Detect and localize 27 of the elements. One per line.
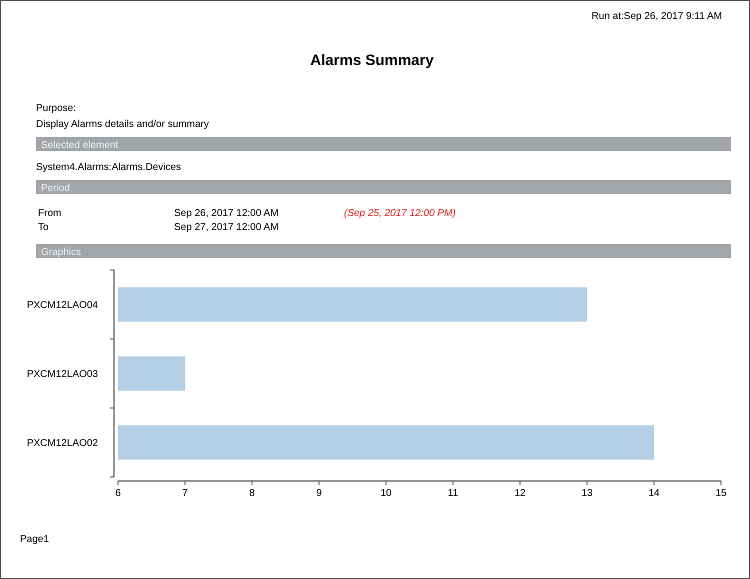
y-tick-label: PXCM12LAO03 [26, 369, 98, 380]
text: (Sep 25, 2017 12:00 PM) [344, 208, 456, 219]
x-tick-label: 15 [715, 488, 727, 499]
text: From [38, 208, 62, 219]
text: Graphics [41, 247, 82, 258]
y-tick-label: PXCM12LAO02 [26, 438, 98, 449]
text: Sep 26, 2017 12:00 AM [174, 208, 279, 219]
x-tick-label: 13 [581, 488, 593, 499]
x-tick-label: 7 [182, 488, 188, 499]
x-tick-label: 8 [249, 488, 256, 499]
chart-title: Alarms Summary [310, 52, 434, 69]
y-tick-label: PXCM12LAO04 [26, 300, 98, 311]
x-tick-label: 10 [380, 488, 392, 499]
text: Purpose: [36, 103, 76, 114]
x-tick-label: 12 [514, 488, 526, 499]
x-tick-label: 6 [115, 488, 122, 499]
text: System4.Alarms:Alarms.Devices [36, 162, 182, 173]
text: Page1 [20, 534, 50, 545]
text: Sep 27, 2017 12:00 AM [174, 222, 279, 233]
text: Display Alarms details and/or summary [36, 119, 209, 130]
x-tick-label: 11 [448, 488, 459, 499]
x-tick-label: 9 [316, 488, 322, 499]
text: To [38, 222, 49, 233]
text: Period [41, 183, 70, 194]
x-tick-label: 14 [648, 488, 660, 499]
text: Run at:Sep 26, 2017 9:11 AM [592, 11, 722, 22]
text: Selected element [41, 140, 118, 151]
